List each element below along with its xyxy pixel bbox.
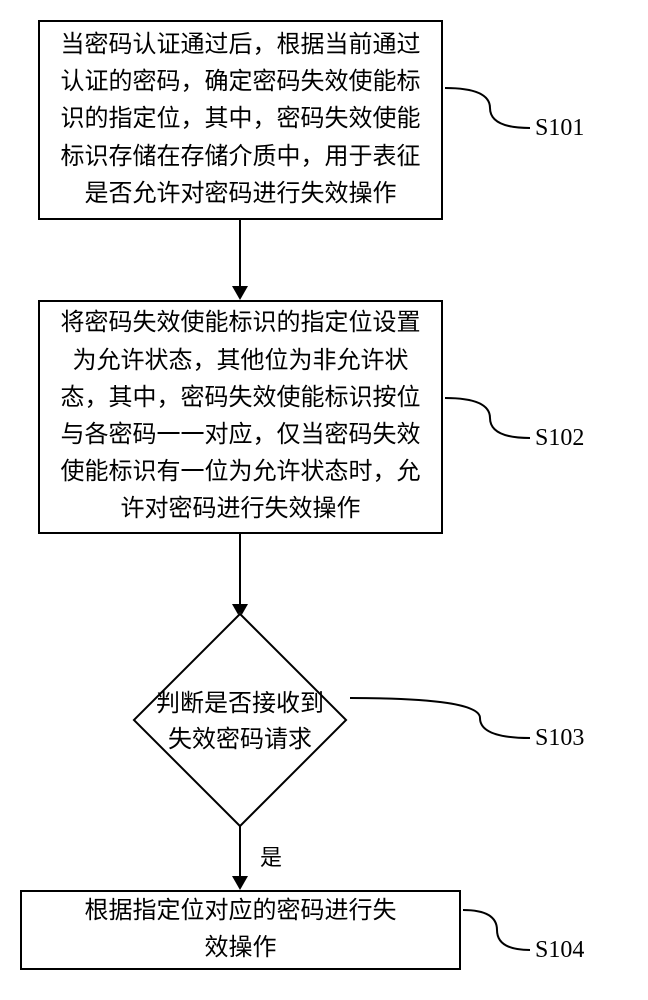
step-s102-text: 将密码失效使能标识的指定位设置为允许状态，其他位为非允许状态，其中，密码失效使能…: [60, 305, 421, 528]
step-s103-line1: 判断是否接收到 失效密码请求: [156, 691, 324, 753]
step-s104: 根据指定位对应的密码进行失效操作: [20, 890, 461, 970]
yes-label: 是: [260, 840, 282, 872]
arrow-2-line: [239, 534, 241, 604]
step-s101: 当密码认证通过后，根据当前通过认证的密码，确定密码失效使能标识的指定位，其中，密…: [38, 20, 443, 220]
step-s101-text: 当密码认证通过后，根据当前通过认证的密码，确定密码失效使能标识的指定位，其中，密…: [60, 27, 421, 213]
step-s103-text: 判断是否接收到 失效密码请求: [125, 686, 355, 758]
arrow-1-line: [239, 220, 241, 286]
label-s101: S101: [535, 115, 584, 142]
step-s104-text: 根据指定位对应的密码进行失效操作: [81, 893, 401, 967]
label-s104: S104: [535, 937, 584, 964]
step-s104-text-span: 根据指定位对应的密码进行失效操作: [81, 893, 401, 967]
step-s102: 将密码失效使能标识的指定位设置为允许状态，其他位为非允许状态，其中，密码失效使能…: [38, 300, 443, 534]
flowchart-container: 当密码认证通过后，根据当前通过认证的密码，确定密码失效使能标识的指定位，其中，密…: [0, 0, 648, 1000]
arrow-3-line: [239, 826, 241, 876]
arrow-3-head: [232, 876, 248, 890]
label-s103: S103: [535, 725, 584, 752]
label-s102: S102: [535, 425, 584, 452]
arrow-1-head: [232, 286, 248, 300]
